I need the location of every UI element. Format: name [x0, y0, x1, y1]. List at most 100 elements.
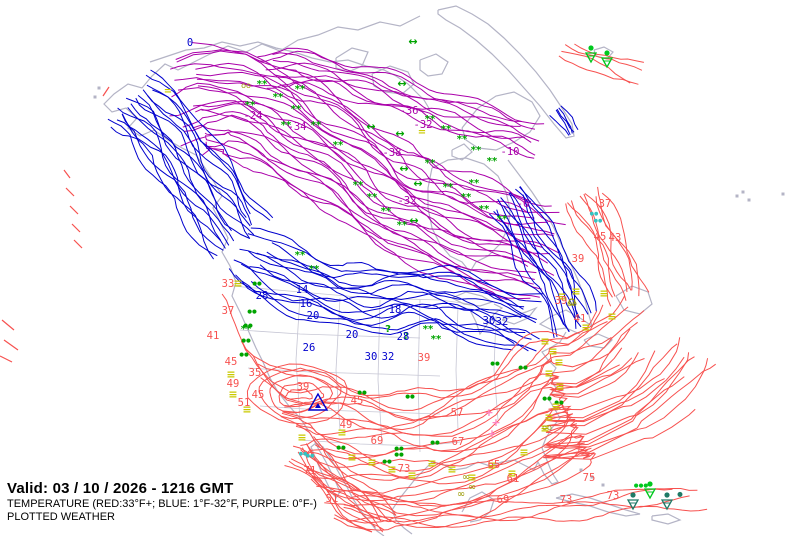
- precip-dots-symbol: ●●: [542, 396, 552, 402]
- precip-dots-symbol: ●●: [243, 323, 253, 329]
- contour-line: [170, 63, 560, 214]
- contour-label: 69: [497, 494, 510, 506]
- coastline: [451, 143, 473, 161]
- snow-symbol: **: [441, 124, 452, 135]
- contour-line: [235, 274, 529, 352]
- contour-line: [313, 436, 397, 516]
- coastline: [593, 46, 614, 60]
- contour-line: [257, 304, 604, 399]
- contour-line: [304, 356, 685, 494]
- contour-label: 37: [599, 198, 612, 210]
- contour-line: [324, 363, 716, 529]
- contour-label: 75: [583, 472, 596, 484]
- coastline: [507, 159, 594, 335]
- contour-line: [284, 388, 313, 400]
- contour-fragment: [73, 239, 83, 249]
- contour-fragment: [69, 205, 79, 215]
- contour-line: [500, 197, 570, 333]
- contour-line: [130, 103, 232, 232]
- ice-pellet-symbol: ●●: [594, 218, 603, 224]
- state-border: [455, 305, 459, 431]
- snow-symbol: **: [479, 204, 490, 215]
- fog-symbol: ≡: [507, 467, 516, 480]
- contour-line: [579, 195, 627, 301]
- fog-symbol: ≡: [387, 463, 396, 476]
- contour-line: [184, 114, 529, 267]
- contour-line: [281, 347, 623, 440]
- contour-line: [503, 205, 577, 329]
- contour-line: [305, 378, 665, 503]
- coastline: [461, 491, 495, 523]
- contour-label: -10: [501, 146, 520, 158]
- snow-symbol: **: [425, 158, 436, 169]
- snow-symbol: **: [423, 324, 434, 335]
- contour-label: 39: [297, 381, 310, 393]
- contour-line: [271, 242, 525, 308]
- snow-symbol: **: [257, 79, 268, 90]
- contour-line: [135, 97, 251, 239]
- state-border: [231, 285, 471, 305]
- contour-line: [305, 337, 681, 481]
- fog-symbol: ≡: [548, 345, 557, 358]
- contour-line: [121, 113, 230, 246]
- contour-label: 73: [607, 490, 620, 502]
- contour-line: [258, 367, 342, 420]
- contour-line: [201, 103, 548, 264]
- contour-line: [247, 250, 537, 324]
- contour-line: [567, 202, 613, 298]
- island-dot: [579, 468, 583, 472]
- wind-arrow-symbol: ↔: [366, 120, 375, 133]
- contour-line: [519, 186, 597, 312]
- fog-symbol: ≡: [544, 367, 553, 380]
- precip-dots-symbol: ●●: [357, 390, 367, 396]
- contour-line: [145, 74, 271, 221]
- contour-line: [601, 192, 650, 293]
- contour-line: [292, 350, 656, 468]
- fog-symbol: ≡: [447, 463, 456, 476]
- snow-symbol: **: [295, 84, 306, 95]
- contour-line: [310, 352, 690, 502]
- contour-label: -32: [398, 195, 417, 207]
- island-dot: [97, 86, 101, 90]
- contour-line: [259, 264, 522, 319]
- shower-dot-icon: [647, 481, 653, 487]
- snow-symbol: **: [443, 182, 454, 193]
- drizzle-cross-symbol: +: [491, 416, 500, 429]
- contour-line: [574, 43, 645, 63]
- contour-label: 69: [371, 435, 384, 447]
- contour-label: 41: [207, 330, 220, 342]
- contour-line: [558, 107, 573, 134]
- shower-dot-icon: [604, 50, 610, 56]
- shower-dot-icon: [664, 492, 670, 498]
- snow-symbol: **: [309, 264, 320, 275]
- contour-label: -32: [414, 119, 433, 131]
- precip-dots-symbol: ●●: [336, 445, 346, 451]
- coastline: [583, 333, 614, 349]
- fog-symbol: ≡: [337, 426, 346, 439]
- contour-label: 33: [222, 278, 235, 290]
- contour-label: -6: [517, 198, 530, 210]
- ice-pellet-symbol: ●●: [306, 453, 315, 459]
- contour-line: [121, 113, 226, 249]
- snow-symbol: **: [367, 192, 378, 203]
- contour-line: [349, 505, 708, 528]
- contour-line: [260, 306, 629, 421]
- contour-label: 45: [351, 395, 364, 407]
- contour-label: 28: [256, 290, 269, 302]
- state-border: [247, 367, 441, 377]
- contour-line: [266, 81, 535, 159]
- contour-fragment: [3, 339, 19, 351]
- snow-symbol: **: [381, 206, 392, 217]
- fog-symbol: ≡: [467, 471, 476, 484]
- contour-line: [570, 200, 616, 297]
- precip-dots-symbol: ●●: [247, 309, 257, 315]
- contour-line: [241, 295, 626, 411]
- contour-line: [239, 248, 530, 317]
- state-border: [417, 299, 421, 453]
- contour-fragment: [0, 355, 13, 363]
- contour-line: [519, 186, 592, 314]
- temperature-legend-text: TEMPERATURE (RED:33°F+; BLUE: 1°F-32°F, …: [7, 497, 317, 510]
- contour-label: 30: [365, 351, 378, 363]
- fog-symbol: ≡: [557, 290, 566, 303]
